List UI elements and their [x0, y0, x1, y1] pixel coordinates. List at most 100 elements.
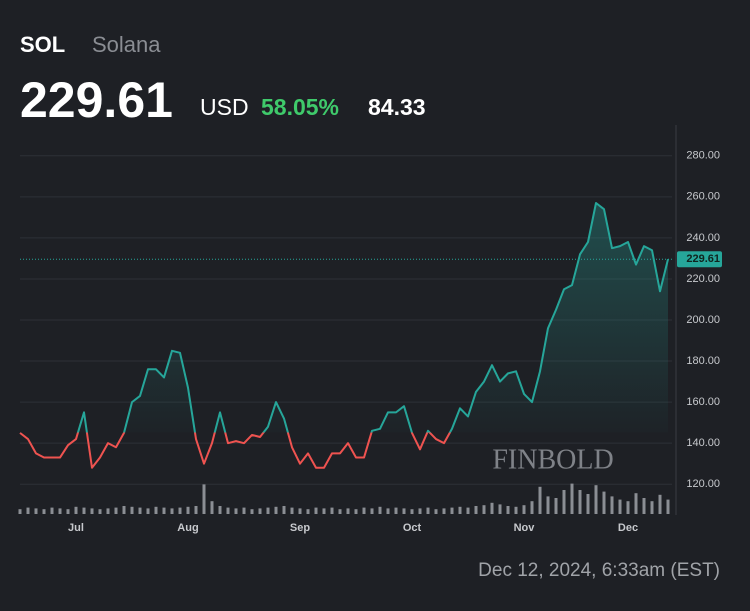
x-tick-label: Aug — [177, 522, 198, 534]
volume-bar — [394, 507, 398, 514]
volume-bar — [378, 506, 382, 514]
volume-bar — [50, 507, 54, 514]
volume-bar — [146, 508, 150, 514]
volume-bar — [594, 485, 598, 514]
watermark: FINBOLD — [492, 444, 613, 475]
volume-bar — [202, 484, 206, 514]
volume-bar — [26, 507, 30, 514]
volume-bar — [250, 509, 254, 514]
volume-bar — [522, 505, 526, 514]
volume-bar — [194, 506, 198, 514]
last-price-box — [677, 251, 722, 268]
volume-bar — [354, 509, 358, 514]
volume-bar — [658, 494, 662, 514]
volume-bar — [602, 491, 606, 514]
ticker: SOL — [20, 32, 65, 57]
volume-bar — [42, 509, 46, 514]
volume-bar — [274, 506, 278, 514]
volume-bar — [458, 506, 462, 514]
volume-bar — [282, 506, 286, 514]
volume-bar — [514, 506, 518, 514]
volume-bar — [58, 508, 62, 514]
volume-bar — [290, 507, 294, 514]
volume-bar — [402, 508, 406, 514]
volume-bar — [546, 496, 550, 514]
volume-bar — [506, 506, 510, 514]
last-price-label: 229.61 — [686, 253, 720, 265]
volume-bar — [426, 507, 430, 514]
area-fill — [20, 203, 668, 433]
volume-bar — [18, 509, 22, 514]
x-tick-label: Jul — [68, 522, 84, 534]
volume-bar — [106, 508, 110, 514]
volume-bar — [386, 508, 390, 514]
volume-bar — [530, 501, 534, 514]
volume-bar — [610, 496, 614, 514]
volume-bar — [298, 508, 302, 514]
volume-bar — [442, 508, 446, 514]
volume-bar — [242, 507, 246, 514]
volume-bar — [554, 498, 558, 514]
volume-bar — [178, 507, 182, 514]
change-absolute: 84.33 — [368, 94, 426, 120]
volume-bar — [186, 506, 190, 514]
volume-bar — [618, 499, 622, 514]
x-tick-label: Oct — [403, 522, 422, 534]
volume-bar — [226, 507, 230, 514]
volume-bar — [474, 506, 478, 514]
y-tick-label: 200.00 — [686, 314, 720, 326]
volume-bar — [330, 507, 334, 514]
volume-bar — [258, 508, 262, 514]
volume-bar — [666, 499, 670, 514]
y-tick-label: 220.00 — [686, 273, 720, 285]
volume-bar — [562, 490, 566, 514]
price: 229.61 — [20, 72, 173, 128]
volume-bar — [210, 501, 214, 514]
currency: USD — [200, 94, 249, 120]
volume-bar — [634, 493, 638, 514]
y-tick-label: 120.00 — [686, 478, 720, 490]
volume-bar — [410, 509, 414, 514]
volume-bar — [130, 506, 134, 514]
volume-bar — [538, 486, 542, 514]
volume-bar — [314, 507, 318, 514]
y-tick-label: 240.00 — [686, 232, 720, 244]
y-tick-label: 160.00 — [686, 396, 720, 408]
volume-bar — [482, 505, 486, 514]
volume-bar — [306, 509, 310, 514]
volume-bar — [170, 508, 174, 514]
volume-bar — [586, 494, 590, 514]
volume-bar — [162, 507, 166, 514]
x-tick-label: Dec — [618, 522, 638, 534]
volume-bar — [450, 507, 454, 514]
x-tick-label: Nov — [514, 522, 536, 534]
volume-bar — [434, 509, 438, 514]
y-tick-label: 140.00 — [686, 437, 720, 449]
y-tick-label: 280.00 — [686, 150, 720, 162]
change-percent: 58.05% — [261, 94, 339, 120]
volume-bar — [154, 506, 158, 514]
volume-bar — [642, 498, 646, 514]
volume-bar — [122, 506, 126, 514]
volume-bar — [234, 508, 238, 514]
volume-bar — [138, 507, 142, 514]
y-tick-label: 180.00 — [686, 355, 720, 367]
volume-bar — [266, 507, 270, 514]
volume-bar — [626, 501, 630, 514]
volume-bar — [90, 508, 94, 514]
volume-bar — [98, 509, 102, 514]
volume-bar — [490, 502, 494, 514]
volume-bar — [82, 507, 86, 514]
volume-bar — [578, 490, 582, 514]
asset-name: Solana — [92, 32, 161, 57]
volume-bar — [74, 506, 78, 514]
volume-bar — [34, 508, 38, 514]
volume-bar — [362, 507, 366, 514]
timestamp: Dec 12, 2024, 6:33am (EST) — [478, 560, 720, 581]
volume-bar — [322, 508, 326, 514]
volume-bar — [114, 507, 118, 514]
volume-bar — [466, 507, 470, 514]
volume-bar — [418, 508, 422, 514]
volume-bar — [650, 501, 654, 514]
